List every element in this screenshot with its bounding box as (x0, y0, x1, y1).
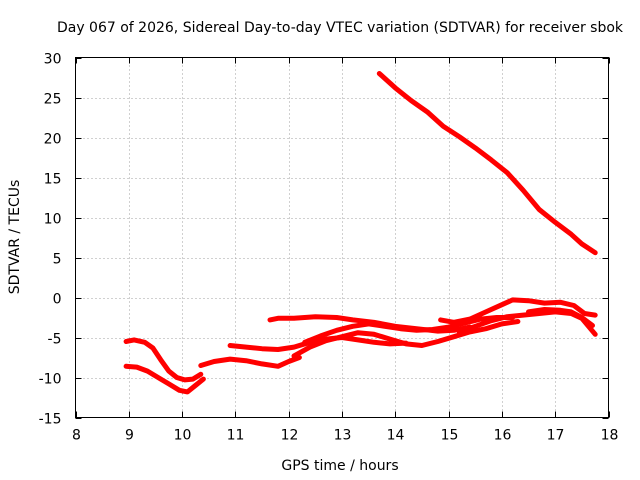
chart-title: Day 067 of 2026, Sidereal Day-to-day VTE… (57, 20, 624, 36)
x-tick-label: 12 (281, 428, 299, 444)
series-line-track-3 (198, 355, 302, 369)
y-tick-label: 15 (44, 172, 62, 188)
ticks: 8 9 10 11 12 13 14 15 16 17 18 -15 -10 -5 0 5 10 15 20 25 30 (39, 52, 619, 444)
x-tick-label: 8 (72, 428, 81, 444)
y-tick-label: -15 (39, 412, 62, 428)
x-tick-label: 15 (441, 428, 459, 444)
series-line-track-6 (291, 319, 521, 359)
grid (75, 57, 609, 418)
y-tick-label: 30 (44, 52, 62, 68)
series-line-track-5 (267, 314, 473, 334)
x-tick-label: 11 (227, 428, 245, 444)
series-line-track-11 (376, 71, 598, 256)
x-tick-label: 14 (387, 428, 405, 444)
series-line-track-8 (438, 297, 598, 325)
x-tick-label: 10 (174, 428, 192, 444)
y-tick-label: 0 (53, 292, 62, 308)
y-tick-label: 20 (44, 132, 62, 148)
x-tick-label: 13 (334, 428, 352, 444)
series-line-track-7 (302, 315, 516, 345)
x-axis-label: GPS time / hours (281, 458, 398, 474)
y-tick-label: -5 (48, 332, 62, 348)
x-tick-label: 18 (601, 428, 619, 444)
y-tick-label: 5 (53, 252, 62, 268)
y-axis-label: SDTVAR / TECUs (7, 180, 23, 295)
y-tick-label: 10 (44, 212, 62, 228)
x-tick-label: 17 (547, 428, 565, 444)
series-line-track-1 (123, 337, 204, 383)
x-tick-label: 16 (494, 428, 512, 444)
series-line-track-10 (526, 307, 595, 328)
y-tick-label: 25 (44, 92, 62, 108)
series-line-track-2 (123, 363, 206, 395)
series-layer (123, 71, 598, 395)
x-tick-label: 9 (125, 428, 134, 444)
y-tick-label: -10 (39, 372, 62, 388)
series-line-track-4 (227, 335, 409, 352)
